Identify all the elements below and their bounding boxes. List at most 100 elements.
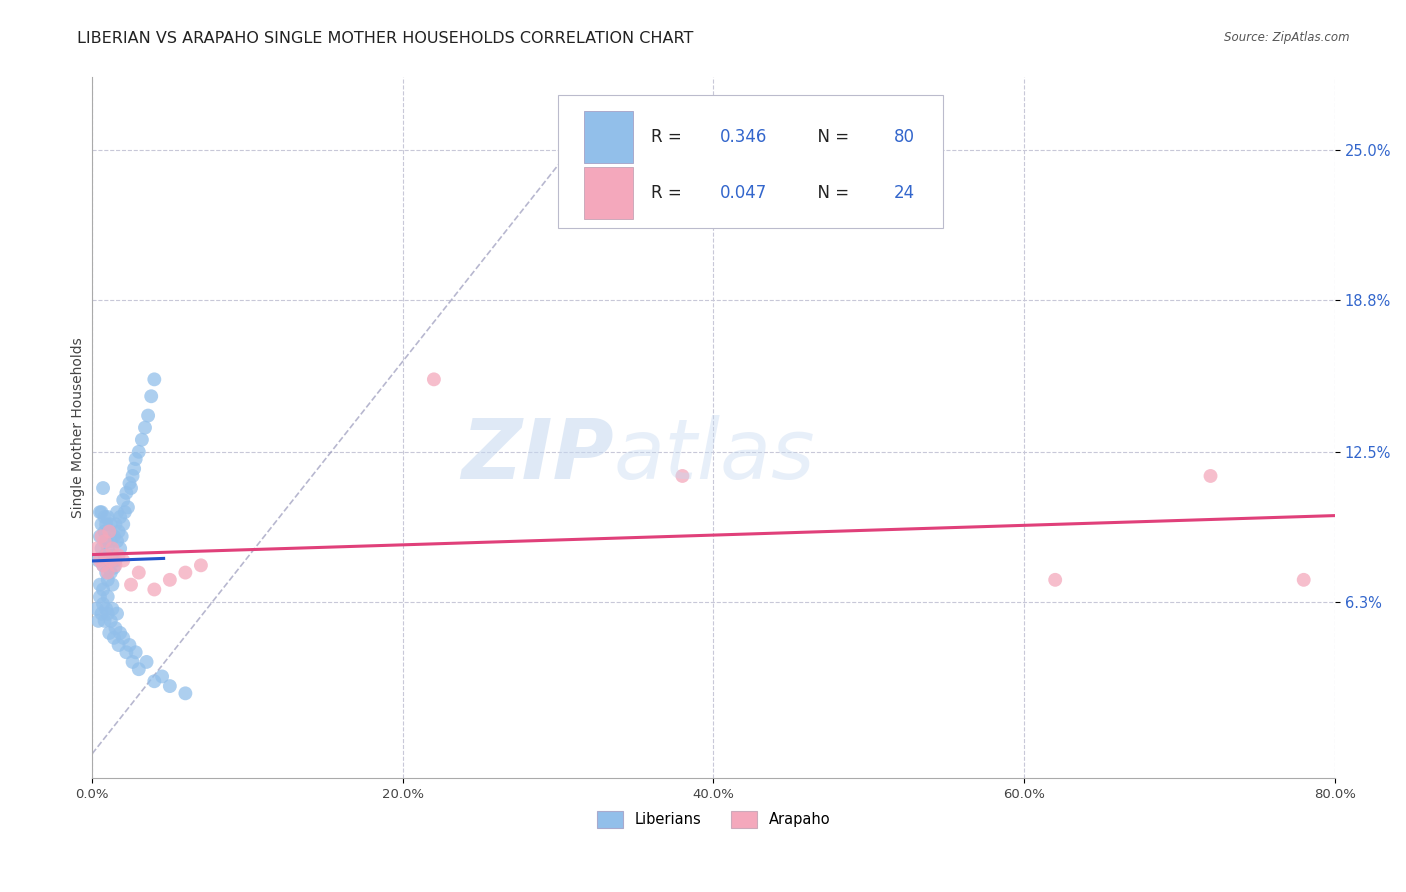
Point: [117, 500, 139, 515]
Point: [97, 573, 120, 587]
Point: [150, 669, 173, 683]
Point: [103, 529, 125, 543]
Point: [86, 602, 108, 616]
Point: [89, 553, 111, 567]
Point: [114, 505, 136, 519]
Point: [91, 558, 114, 573]
Point: [1199, 469, 1222, 483]
Text: N =: N =: [807, 128, 853, 146]
Point: [91, 481, 114, 495]
Point: [120, 481, 142, 495]
Text: atlas: atlas: [614, 415, 815, 496]
Point: [93, 549, 115, 563]
Point: [100, 566, 122, 580]
Point: [122, 461, 145, 475]
Text: Source: ZipAtlas.com: Source: ZipAtlas.com: [1225, 31, 1350, 45]
Text: 0.047: 0.047: [720, 184, 766, 202]
Point: [101, 577, 124, 591]
Point: [107, 549, 129, 563]
Point: [131, 433, 153, 447]
Point: [105, 505, 128, 519]
Point: [108, 510, 131, 524]
Point: [159, 573, 181, 587]
Point: [90, 541, 112, 556]
Point: [96, 517, 118, 532]
Point: [90, 517, 112, 532]
Point: [86, 541, 108, 556]
Point: [96, 602, 118, 616]
Point: [98, 524, 121, 539]
Point: [90, 529, 112, 543]
Point: [120, 577, 142, 591]
Point: [118, 638, 141, 652]
Text: N =: N =: [807, 184, 853, 202]
Point: [174, 566, 197, 580]
Point: [159, 679, 181, 693]
Point: [97, 607, 120, 621]
Y-axis label: Single Mother Households: Single Mother Households: [72, 337, 86, 518]
Point: [89, 590, 111, 604]
Point: [93, 510, 115, 524]
Text: R =: R =: [651, 184, 688, 202]
Point: [124, 645, 146, 659]
Point: [105, 534, 128, 549]
Point: [1292, 573, 1315, 587]
Point: [121, 469, 143, 483]
Point: [87, 614, 110, 628]
Point: [90, 607, 112, 621]
Point: [112, 553, 135, 567]
Point: [100, 614, 122, 628]
Point: [105, 607, 128, 621]
Text: LIBERIAN VS ARAPAHO SINGLE MOTHER HOUSEHOLDS CORRELATION CHART: LIBERIAN VS ARAPAHO SINGLE MOTHER HOUSEH…: [77, 31, 693, 46]
Point: [104, 558, 127, 573]
Point: [1043, 573, 1066, 587]
Point: [89, 577, 111, 591]
Point: [104, 517, 127, 532]
Point: [671, 469, 693, 483]
Point: [98, 524, 121, 539]
Point: [190, 558, 212, 573]
Point: [104, 553, 127, 567]
Point: [128, 662, 150, 676]
Point: [87, 553, 110, 567]
Point: [111, 529, 134, 543]
Point: [90, 505, 112, 519]
Point: [174, 686, 197, 700]
Point: [118, 476, 141, 491]
Point: [115, 486, 138, 500]
Point: [104, 621, 127, 635]
Point: [98, 626, 121, 640]
Point: [96, 549, 118, 563]
Point: [135, 655, 157, 669]
Point: [93, 614, 115, 628]
Text: 24: 24: [894, 184, 915, 202]
Text: 0.346: 0.346: [720, 128, 768, 146]
Point: [96, 566, 118, 580]
Text: ZIP: ZIP: [461, 415, 614, 496]
FancyBboxPatch shape: [585, 112, 633, 163]
Point: [143, 372, 166, 386]
Point: [128, 566, 150, 580]
FancyBboxPatch shape: [558, 95, 943, 228]
Point: [91, 582, 114, 597]
Point: [96, 534, 118, 549]
Point: [107, 524, 129, 539]
Point: [134, 420, 156, 434]
Point: [112, 493, 135, 508]
Point: [423, 372, 446, 386]
Text: 80: 80: [894, 128, 915, 146]
Point: [91, 597, 114, 611]
Point: [143, 582, 166, 597]
Point: [97, 541, 120, 556]
Point: [107, 638, 129, 652]
Point: [97, 510, 120, 524]
Point: [103, 560, 125, 574]
Point: [108, 626, 131, 640]
Point: [112, 631, 135, 645]
Point: [100, 553, 122, 567]
Text: R =: R =: [651, 128, 688, 146]
Point: [101, 602, 124, 616]
Point: [128, 445, 150, 459]
Point: [136, 409, 159, 423]
Point: [100, 517, 122, 532]
